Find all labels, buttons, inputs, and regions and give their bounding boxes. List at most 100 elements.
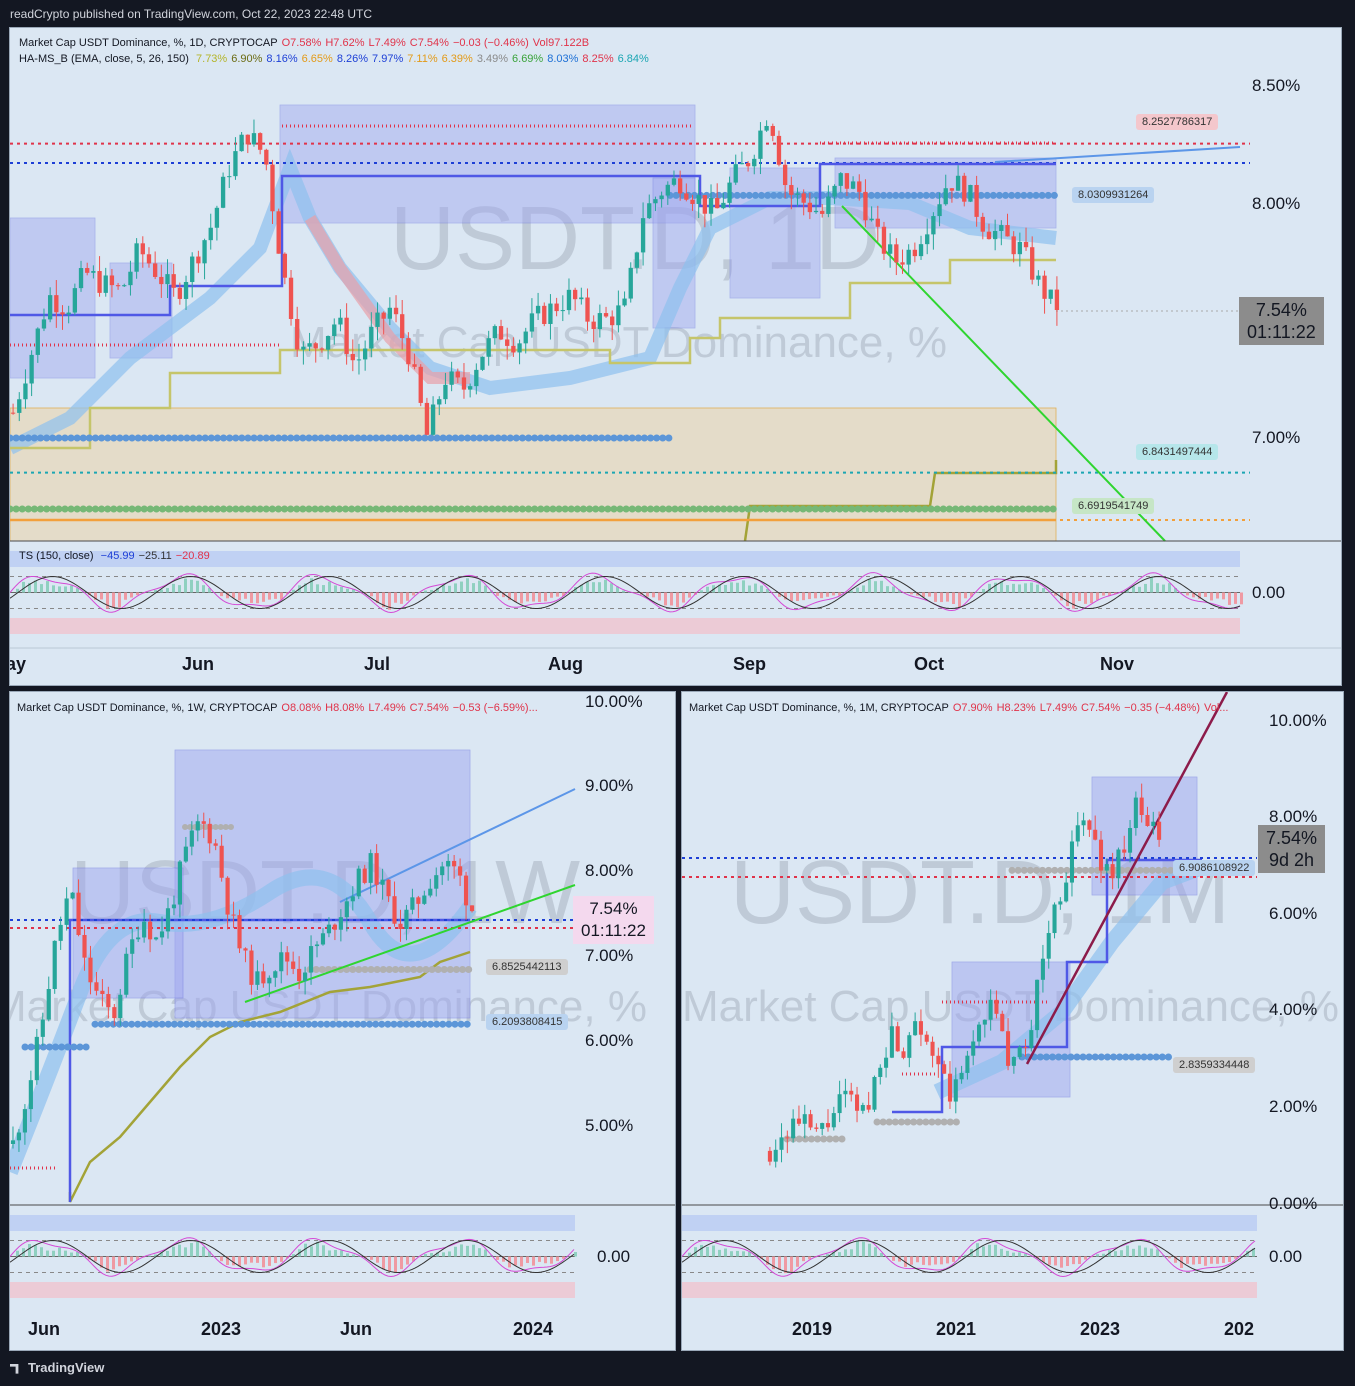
osc-histogram-bar — [550, 592, 553, 598]
last-price-box: 7.54% 9d 2h — [1258, 825, 1326, 873]
candle-body — [1145, 815, 1150, 826]
indicator-name: HA-MS_B (EMA, close, 5, 26, 150) — [19, 53, 189, 65]
osc-histogram-bar — [892, 1256, 895, 1261]
candle-body — [261, 971, 266, 984]
level-tag-blue: 6.9086108922 — [1173, 860, 1256, 876]
osc-histogram-bar — [862, 1241, 865, 1257]
osc-histogram-bar — [742, 580, 745, 593]
candle-body — [1035, 979, 1040, 1031]
candle-body — [189, 830, 194, 847]
osc-histogram-bar — [730, 582, 733, 593]
weekly-change: −0.53 (−6.59%)... — [452, 702, 538, 714]
osc-histogram-bar — [700, 1244, 703, 1257]
candle-body — [498, 326, 504, 340]
candle-body — [422, 895, 427, 904]
osc-histogram-bar — [184, 578, 187, 593]
candle-body — [808, 1114, 813, 1128]
candle-body — [374, 853, 379, 885]
osc-histogram-bar — [1024, 1253, 1027, 1257]
osc-histogram-bar — [502, 1256, 505, 1262]
indicator-value: 3.49% — [476, 53, 509, 65]
osc-histogram-bar — [460, 1244, 463, 1257]
candle-body — [393, 307, 399, 315]
candle-body — [953, 1079, 958, 1102]
osc-histogram-bar — [1174, 1256, 1177, 1263]
candle-body — [542, 305, 547, 324]
x-tick-label: ay — [10, 654, 27, 674]
candle-body — [850, 181, 856, 189]
osc-histogram-bar — [160, 1252, 163, 1257]
osc-histogram-bar — [850, 590, 853, 593]
x-tick-label: 2021 — [936, 1319, 977, 1339]
blue-step-line — [10, 162, 1056, 317]
candle-body — [820, 1123, 825, 1129]
osc-line-slow — [682, 1240, 1256, 1273]
candle-body — [338, 917, 343, 930]
candle-body — [461, 377, 467, 390]
osc-histogram-bar — [784, 1256, 787, 1274]
candle-body — [1029, 1030, 1034, 1048]
osc-histogram-bar — [190, 579, 193, 593]
osc-histogram-bar — [1138, 1245, 1141, 1257]
weekly-chart-panel[interactable]: USDT.D, 1W Market Cap USDT Dominance, % … — [9, 691, 676, 1351]
osc-histogram-bar — [1114, 1251, 1117, 1257]
osc-histogram-bar — [946, 592, 949, 602]
osc-histogram-bar — [70, 585, 73, 593]
monthly-chart-canvas[interactable] — [682, 692, 1344, 1351]
candle-body — [325, 335, 331, 350]
osc-histogram-bar — [394, 592, 397, 603]
range-box — [729, 167, 821, 299]
candle-body — [930, 1041, 935, 1056]
osc-histogram-bar — [220, 1256, 223, 1262]
osc-histogram-bar — [1084, 1256, 1087, 1260]
osc-histogram-bar — [646, 592, 649, 597]
daily-chart-panel[interactable]: USDT.D, 1D Market Cap USDT Dominance, % … — [9, 27, 1342, 686]
osc-histogram-bar — [208, 587, 211, 593]
weekly-chart-canvas[interactable] — [10, 692, 676, 1351]
osc-histogram-bar — [598, 582, 601, 593]
candle-body — [386, 879, 391, 897]
candle-body — [1093, 829, 1098, 840]
osc-histogram-bar — [292, 589, 295, 593]
candle-body — [52, 940, 57, 990]
osc-histogram-bar — [826, 1254, 829, 1257]
candle-body — [219, 845, 224, 878]
osc-histogram-bar — [256, 592, 259, 604]
osc-histogram-bar — [910, 1256, 913, 1265]
candle-body — [34, 1036, 39, 1081]
osc-histogram-bar — [346, 588, 349, 593]
candle-body — [47, 295, 53, 320]
osc-histogram-bar — [730, 1251, 733, 1257]
osc-histogram-bar — [1066, 592, 1069, 607]
osc-histogram-bar — [406, 592, 409, 601]
daily-chart-canvas[interactable] — [10, 28, 1342, 686]
osc-histogram-bar — [250, 592, 253, 603]
osc-histogram-bar — [874, 581, 877, 593]
osc-histogram-bar — [220, 592, 223, 597]
osc-histogram-bar — [412, 592, 415, 596]
osc-histogram-bar — [1018, 1252, 1021, 1257]
candle-body — [936, 1055, 941, 1065]
level-tag-cyan: 6.8431497444 — [1136, 444, 1219, 460]
y-tick-label: 8.00% — [1252, 194, 1301, 213]
candle-body — [122, 285, 127, 287]
osc-histogram-bar — [526, 592, 529, 602]
candle-body — [863, 191, 868, 221]
monthly-chart-panel[interactable]: USDT.D, 1M Market Cap USDT Dominance, % … — [681, 691, 1344, 1351]
ts-value: −25.11 — [138, 550, 172, 562]
indicator-value: 8.25% — [582, 53, 614, 65]
candle-body — [434, 875, 439, 889]
osc-histogram-bar — [1024, 583, 1027, 593]
osc-histogram-bar — [940, 1256, 943, 1265]
indicator-value: 6.39% — [441, 53, 473, 65]
osc-histogram-bar — [1066, 1256, 1069, 1267]
candle-body — [23, 383, 28, 400]
osc-histogram-bar — [76, 1251, 79, 1257]
candle-body — [463, 875, 469, 906]
y-tick-label: 7.00% — [1252, 428, 1301, 447]
candle-body — [183, 846, 188, 862]
candle-body — [962, 175, 967, 202]
y-tick-label: 4.00% — [1269, 1000, 1318, 1019]
osc-histogram-bar — [562, 592, 565, 596]
candle-body — [46, 989, 51, 1020]
